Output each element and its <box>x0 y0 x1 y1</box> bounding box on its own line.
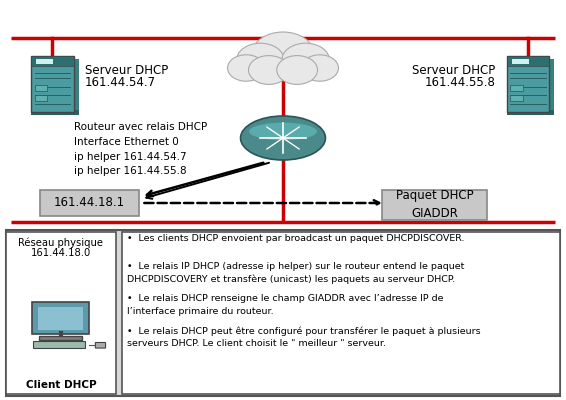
Text: 161.44.18.1: 161.44.18.1 <box>54 196 125 210</box>
Circle shape <box>252 32 314 76</box>
FancyBboxPatch shape <box>507 56 549 112</box>
Text: 161.44.18.0: 161.44.18.0 <box>31 248 91 258</box>
FancyBboxPatch shape <box>512 59 529 64</box>
FancyBboxPatch shape <box>32 302 89 334</box>
Text: 161.44.54.7: 161.44.54.7 <box>85 76 156 89</box>
Text: Paquet DHCP
GIADDR: Paquet DHCP GIADDR <box>396 190 473 220</box>
Circle shape <box>248 56 289 84</box>
FancyBboxPatch shape <box>35 85 47 91</box>
FancyBboxPatch shape <box>6 232 116 394</box>
FancyBboxPatch shape <box>74 59 79 115</box>
FancyBboxPatch shape <box>382 190 487 220</box>
FancyBboxPatch shape <box>35 95 47 101</box>
FancyBboxPatch shape <box>31 110 79 115</box>
FancyBboxPatch shape <box>36 59 53 64</box>
Text: •  Les clients DHCP envoient par broadcast un paquet DHCPDISCOVER.: • Les clients DHCP envoient par broadcas… <box>127 234 465 243</box>
Text: Serveur DHCP: Serveur DHCP <box>85 64 168 77</box>
FancyBboxPatch shape <box>95 342 105 348</box>
Text: 161.44.55.8: 161.44.55.8 <box>424 76 495 89</box>
FancyBboxPatch shape <box>549 59 554 115</box>
Circle shape <box>282 43 329 77</box>
Text: Client DHCP: Client DHCP <box>25 380 96 390</box>
Text: Routeur avec relais DHCP
Interface Ethernet 0
ip helper 161.44.54.7
ip helper 16: Routeur avec relais DHCP Interface Ether… <box>74 122 207 176</box>
FancyBboxPatch shape <box>6 230 560 396</box>
Circle shape <box>228 55 265 81</box>
Ellipse shape <box>249 122 317 140</box>
Ellipse shape <box>241 116 325 160</box>
FancyBboxPatch shape <box>38 307 83 330</box>
FancyBboxPatch shape <box>122 232 560 394</box>
Circle shape <box>237 43 284 77</box>
Text: Réseau physique: Réseau physique <box>18 238 104 248</box>
FancyBboxPatch shape <box>510 85 523 91</box>
Circle shape <box>301 55 338 81</box>
FancyBboxPatch shape <box>40 190 139 216</box>
Text: •  Le relais IP DHCP (adresse ip helper) sur le routeur entend le paquet
DHCPDIS: • Le relais IP DHCP (adresse ip helper) … <box>127 262 465 284</box>
Text: Serveur DHCP: Serveur DHCP <box>412 64 495 77</box>
FancyBboxPatch shape <box>40 336 83 340</box>
FancyBboxPatch shape <box>507 56 549 66</box>
FancyBboxPatch shape <box>31 56 74 66</box>
Text: •  Le relais DHCP peut être configuré pour transférer le paquet à plusieurs
serv: • Le relais DHCP peut être configuré pou… <box>127 326 481 348</box>
FancyBboxPatch shape <box>31 56 74 112</box>
Text: •  Le relais DHCP renseigne le champ GIADDR avec l’adresse IP de
l’interface pri: • Le relais DHCP renseigne le champ GIAD… <box>127 294 444 316</box>
Circle shape <box>277 56 318 84</box>
FancyBboxPatch shape <box>510 95 523 101</box>
FancyBboxPatch shape <box>33 341 85 348</box>
FancyBboxPatch shape <box>507 110 554 115</box>
